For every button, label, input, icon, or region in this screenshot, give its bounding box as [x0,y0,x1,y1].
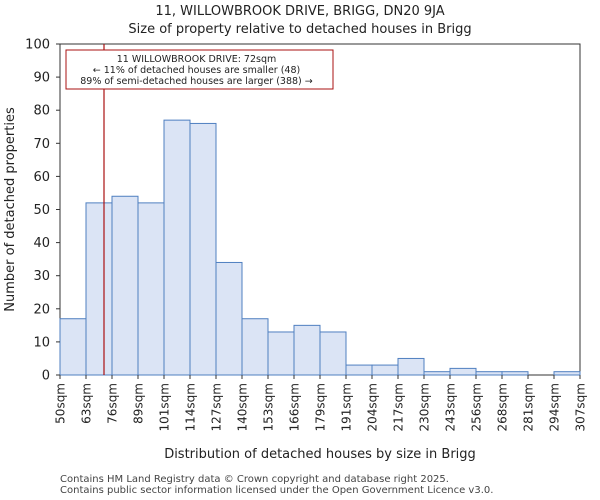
chart-subtitle: Size of property relative to detached ho… [128,22,472,37]
x-tick-label: 204sqm [366,383,380,431]
x-tick-label: 166sqm [288,383,302,431]
x-tick-label: 294sqm [548,383,562,431]
histogram-bar [319,331,347,376]
y-tick-label: 0 [42,369,50,384]
annotation-line: 89% of semi-detached houses are larger (… [80,76,313,87]
x-tick-label: 76sqm [106,383,120,424]
y-tick-label: 30 [33,269,50,284]
histogram-bar [111,195,139,376]
histogram-bar [215,261,243,376]
histogram-bar [475,371,503,376]
x-tick-label: 114sqm [184,383,198,431]
histogram-bar [189,122,217,376]
x-tick-label: 63sqm [80,383,94,424]
histogram-bar [163,119,191,376]
x-tick-label: 191sqm [340,383,354,431]
x-tick-label: 179sqm [314,383,328,431]
x-tick-label: 256sqm [470,383,484,431]
y-tick-label: 60 [33,170,50,185]
histogram-bar [423,371,451,376]
histogram-bar [501,371,529,376]
histogram-bar [345,364,373,376]
annotation-line: 11 WILLOWBROOK DRIVE: 72sqm [117,54,277,65]
y-tick-label: 10 [33,335,50,350]
x-tick-label: 89sqm [132,383,146,424]
y-tick-label: 70 [33,137,50,152]
y-axis-label: Number of detached properties [3,107,18,312]
histogram-bar [59,318,87,376]
x-tick-label: 217sqm [392,383,406,431]
footer-line-2: Contains public sector information licen… [60,485,494,496]
chart-title: 11, WILLOWBROOK DRIVE, BRIGG, DN20 9JA [155,4,445,19]
y-tick-label: 100 [25,38,50,53]
histogram-bar [553,371,581,376]
x-tick-label: 230sqm [418,383,432,431]
x-axis-label: Distribution of detached houses by size … [164,447,476,462]
x-tick-label: 243sqm [444,383,458,431]
footer-line-1: Contains HM Land Registry data © Crown c… [60,474,449,485]
y-tick-label: 20 [33,302,50,317]
x-tick-label: 281sqm [522,383,536,431]
y-tick-label: 40 [33,236,50,251]
x-tick-label: 101sqm [158,383,172,431]
x-tick-label: 140sqm [236,383,250,431]
annotation-box [65,49,334,90]
histogram-bar [267,331,295,376]
y-tick-label: 90 [33,71,50,86]
x-tick-label: 50sqm [54,383,68,424]
histogram-bar [241,318,269,376]
histogram-bar [371,364,399,376]
x-tick-label: 153sqm [262,383,276,431]
histogram-bar [449,367,477,376]
annotation-line: ← 11% of detached houses are smaller (48… [93,65,300,76]
x-tick-label: 307sqm [574,383,588,431]
y-tick-label: 80 [33,104,50,119]
histogram-bar [397,357,425,376]
x-tick-label: 127sqm [210,383,224,431]
histogram-bar [137,202,165,376]
histogram-bar [85,202,113,376]
y-tick-label: 50 [33,203,50,218]
histogram-bar [293,324,321,376]
x-tick-label: 268sqm [496,383,510,431]
